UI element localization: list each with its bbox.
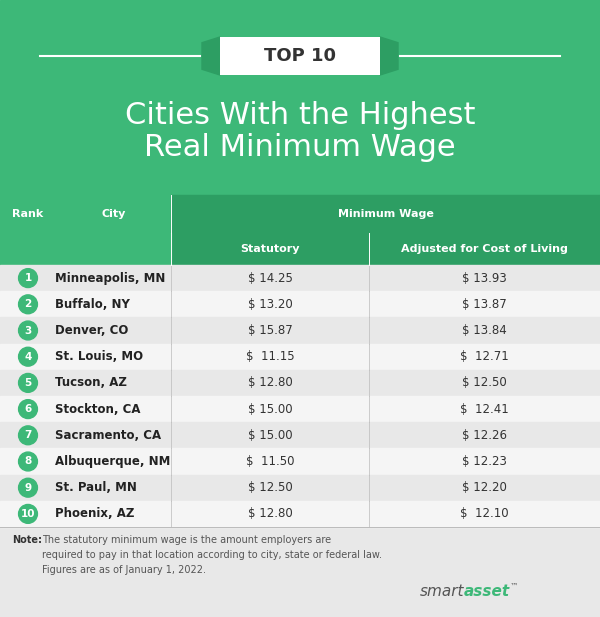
Text: $ 15.00: $ 15.00 xyxy=(248,429,292,442)
Text: $ 12.20: $ 12.20 xyxy=(462,481,507,494)
Text: 7: 7 xyxy=(25,430,32,441)
Text: $  12.10: $ 12.10 xyxy=(460,507,509,520)
Text: Buffalo, NY: Buffalo, NY xyxy=(55,298,130,311)
Text: Phoenix, AZ: Phoenix, AZ xyxy=(55,507,134,520)
Bar xyxy=(220,37,380,75)
Text: 2: 2 xyxy=(25,299,32,309)
Circle shape xyxy=(19,505,37,523)
Text: $ 13.93: $ 13.93 xyxy=(462,271,507,284)
Bar xyxy=(171,195,600,233)
Text: Sacramento, CA: Sacramento, CA xyxy=(55,429,161,442)
Text: Minimum Wage: Minimum Wage xyxy=(338,209,433,219)
Text: $ 13.20: $ 13.20 xyxy=(248,298,292,311)
Circle shape xyxy=(19,452,37,471)
Text: Statutory: Statutory xyxy=(240,244,300,254)
Text: Tucson, AZ: Tucson, AZ xyxy=(55,376,127,389)
Polygon shape xyxy=(202,37,220,75)
Text: $  12.71: $ 12.71 xyxy=(460,350,509,363)
Bar xyxy=(0,291,600,317)
Text: Denver, CO: Denver, CO xyxy=(55,324,128,337)
Text: $ 14.25: $ 14.25 xyxy=(248,271,292,284)
Text: Real Minimum Wage: Real Minimum Wage xyxy=(144,133,456,162)
Bar xyxy=(0,265,600,291)
Text: 10: 10 xyxy=(21,509,35,519)
Circle shape xyxy=(19,426,37,445)
Text: 1: 1 xyxy=(25,273,32,283)
Bar xyxy=(0,449,600,474)
Text: 8: 8 xyxy=(25,457,32,466)
Text: TOP 10: TOP 10 xyxy=(264,47,336,65)
Text: 9: 9 xyxy=(25,482,32,493)
Bar xyxy=(0,195,600,233)
Circle shape xyxy=(19,347,37,366)
Text: Cities With the Highest: Cities With the Highest xyxy=(125,101,475,130)
Text: $  11.15: $ 11.15 xyxy=(245,350,295,363)
Bar xyxy=(0,0,600,195)
Text: 6: 6 xyxy=(25,404,32,414)
Text: $ 12.26: $ 12.26 xyxy=(462,429,507,442)
Bar xyxy=(0,233,171,265)
Text: Note:: Note: xyxy=(12,535,42,545)
Text: smart: smart xyxy=(420,584,464,600)
Text: City: City xyxy=(101,209,125,219)
Bar xyxy=(0,317,600,344)
Text: $ 15.00: $ 15.00 xyxy=(248,403,292,416)
Text: ™: ™ xyxy=(510,581,518,590)
Text: Minneapolis, MN: Minneapolis, MN xyxy=(55,271,166,284)
Text: St. Louis, MO: St. Louis, MO xyxy=(55,350,143,363)
Text: Stockton, CA: Stockton, CA xyxy=(55,403,140,416)
Bar xyxy=(0,501,600,527)
Bar xyxy=(0,370,600,396)
Bar xyxy=(0,527,600,617)
Text: The statutory minimum wage is the amount employers are
required to pay in that l: The statutory minimum wage is the amount… xyxy=(42,535,382,574)
Text: $  11.50: $ 11.50 xyxy=(246,455,294,468)
Text: asset: asset xyxy=(464,584,510,600)
Text: Adjusted for Cost of Living: Adjusted for Cost of Living xyxy=(401,244,568,254)
Text: $ 12.80: $ 12.80 xyxy=(248,376,292,389)
Circle shape xyxy=(19,478,37,497)
Circle shape xyxy=(19,295,37,313)
Text: $ 15.87: $ 15.87 xyxy=(248,324,292,337)
Bar xyxy=(0,396,600,422)
Text: $  12.41: $ 12.41 xyxy=(460,403,509,416)
Circle shape xyxy=(19,321,37,340)
Text: $ 13.84: $ 13.84 xyxy=(462,324,507,337)
Bar xyxy=(0,344,600,370)
Text: $ 12.50: $ 12.50 xyxy=(248,481,292,494)
Circle shape xyxy=(19,268,37,288)
Bar xyxy=(0,422,600,449)
Text: $ 12.23: $ 12.23 xyxy=(462,455,507,468)
Circle shape xyxy=(19,400,37,418)
Text: $ 13.87: $ 13.87 xyxy=(462,298,507,311)
Bar xyxy=(171,233,600,265)
Polygon shape xyxy=(380,37,398,75)
Text: $ 12.80: $ 12.80 xyxy=(248,507,292,520)
Bar xyxy=(0,474,600,501)
Text: St. Paul, MN: St. Paul, MN xyxy=(55,481,137,494)
Text: 4: 4 xyxy=(25,352,32,362)
Text: Rank: Rank xyxy=(13,209,44,219)
Text: Albuquerque, NM: Albuquerque, NM xyxy=(55,455,170,468)
Text: 5: 5 xyxy=(25,378,32,388)
Text: 3: 3 xyxy=(25,326,32,336)
Text: $ 12.50: $ 12.50 xyxy=(462,376,507,389)
Circle shape xyxy=(19,373,37,392)
